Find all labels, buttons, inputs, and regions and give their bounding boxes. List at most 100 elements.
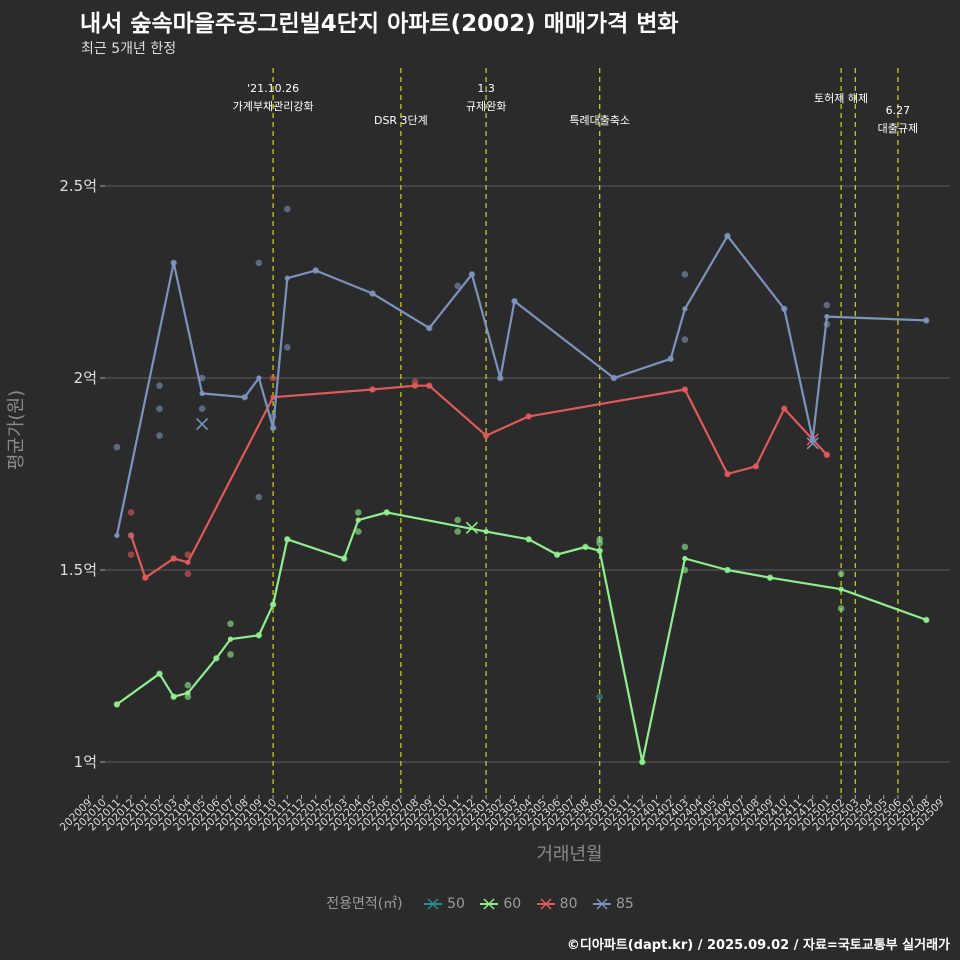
y-tick-label: 1.5억 [59, 561, 97, 579]
line-vertex-60 [554, 552, 560, 558]
legend-item-60: 60 [479, 896, 521, 912]
data-point-85 [198, 405, 206, 413]
data-point-85 [255, 493, 263, 501]
cross-marker-85 [806, 437, 819, 450]
line-vertex-60 [284, 536, 290, 542]
legend-label-80: 80 [559, 896, 578, 912]
cross-marker-60 [465, 521, 478, 534]
data-point-80 [127, 509, 135, 516]
line-vertex-85 [284, 275, 290, 281]
line-vertex-60 [767, 575, 773, 581]
legend-title: 전용면적(㎡) [326, 896, 403, 912]
line-vertex-85 [256, 375, 262, 381]
legend-label-60: 60 [503, 896, 522, 912]
line-vertex-60 [838, 586, 844, 592]
data-point-60 [837, 605, 845, 612]
line-vertex-60 [682, 555, 688, 562]
line-vertex-60 [597, 548, 603, 554]
line-vertex-60 [582, 544, 589, 550]
line-vertex-80 [781, 406, 787, 412]
line-vertex-85 [469, 271, 475, 277]
data-point-85 [284, 205, 291, 213]
data-point-85 [255, 259, 263, 267]
legend-key-80-icon [536, 898, 555, 910]
data-point-85 [156, 382, 163, 389]
legend-key-50-icon [424, 898, 443, 910]
y-tick-label: 2.5억 [59, 177, 97, 195]
line-vertex-80 [270, 394, 276, 400]
line-vertex-60 [213, 655, 219, 661]
data-point-60 [837, 570, 845, 578]
data-point-85 [156, 432, 163, 439]
line-vertex-60 [185, 690, 191, 696]
chart-subtitle: 최근 5개년 한정 [81, 41, 177, 57]
data-point-60 [596, 535, 603, 543]
data-point-80 [127, 551, 135, 558]
data-point-60 [355, 528, 362, 535]
line-vertex-60 [355, 517, 361, 523]
line-vertex-85 [824, 313, 830, 320]
legend-item-85: 85 [592, 896, 634, 912]
line-vertex-60 [227, 636, 234, 642]
line-vertex-80 [753, 463, 759, 469]
series-line-85 [115, 234, 927, 536]
data-point-85 [681, 336, 689, 343]
cross-marker-85 [196, 418, 209, 431]
line-vertex-60 [384, 509, 390, 515]
line-vertex-85 [923, 317, 929, 323]
line-vertex-80 [142, 575, 148, 581]
line-vertex-60 [114, 701, 120, 708]
line-vertex-85 [781, 306, 787, 312]
series-line-80 [130, 384, 828, 579]
policy-event-label: 토허제 해제 [814, 91, 868, 105]
line-vertex-80 [128, 532, 134, 539]
line-vertex-60 [526, 536, 532, 542]
data-point-80 [184, 570, 192, 578]
data-point-60 [454, 516, 462, 524]
line-vertex-60 [256, 632, 262, 638]
line-vertex-60 [923, 617, 929, 623]
policy-event-label: 규제완화 [466, 100, 506, 113]
data-point-60 [184, 681, 192, 689]
series-line-60 [116, 511, 927, 764]
line-vertex-85 [668, 356, 674, 362]
line-vertex-60 [156, 671, 163, 677]
policy-event-label: 1.3 [477, 82, 495, 95]
line-vertex-85 [810, 436, 816, 443]
line-vertex-85 [369, 290, 376, 297]
line-vertex-85 [171, 260, 177, 266]
legend-item-80: 80 [536, 896, 578, 912]
line-vertex-60 [639, 759, 645, 765]
policy-event-label: 가계부채관리강화 [233, 100, 314, 113]
line-vertex-85 [313, 267, 319, 274]
line-vertex-80 [426, 383, 432, 389]
line-vertex-60 [270, 601, 276, 608]
policy-event-label: DSR 3단계 [374, 114, 428, 127]
data-point-60 [227, 651, 234, 658]
source-caption: ©디아파트(dapt.kr) / 2025.09.02 / 자료=국토교통부 실… [566, 938, 950, 953]
legend: 전용면적(㎡) 50 60 80 85 [0, 893, 960, 913]
data-point-60 [454, 528, 462, 535]
data-point-85 [198, 374, 206, 382]
data-point-85 [823, 301, 831, 309]
line-vertex-85 [114, 532, 120, 539]
legend-label-50: 50 [447, 896, 465, 912]
line-vertex-80 [412, 383, 418, 389]
line-vertex-60 [341, 555, 347, 562]
line-vertex-85 [199, 390, 205, 396]
line-vertex-60 [171, 694, 177, 700]
line-vertex-85 [511, 298, 518, 304]
line-vertex-80 [171, 555, 177, 562]
line-vertex-80 [185, 559, 191, 565]
line-vertex-85 [497, 375, 503, 381]
legend-label-85: 85 [615, 896, 634, 912]
y-tick-label: 2억 [74, 369, 97, 387]
y-tick-label: 1억 [74, 753, 97, 771]
chart-title: 내서 숲속마을주공그린빌4단지 아파트(2002) 매매가격 변화 [80, 11, 679, 37]
y-axis-title: 평균가(원) [6, 390, 27, 470]
policy-event-label: '21.10.26 [247, 82, 299, 95]
data-point-60 [184, 693, 192, 701]
line-vertex-60 [724, 567, 731, 573]
legend-key-60-icon [480, 898, 499, 910]
